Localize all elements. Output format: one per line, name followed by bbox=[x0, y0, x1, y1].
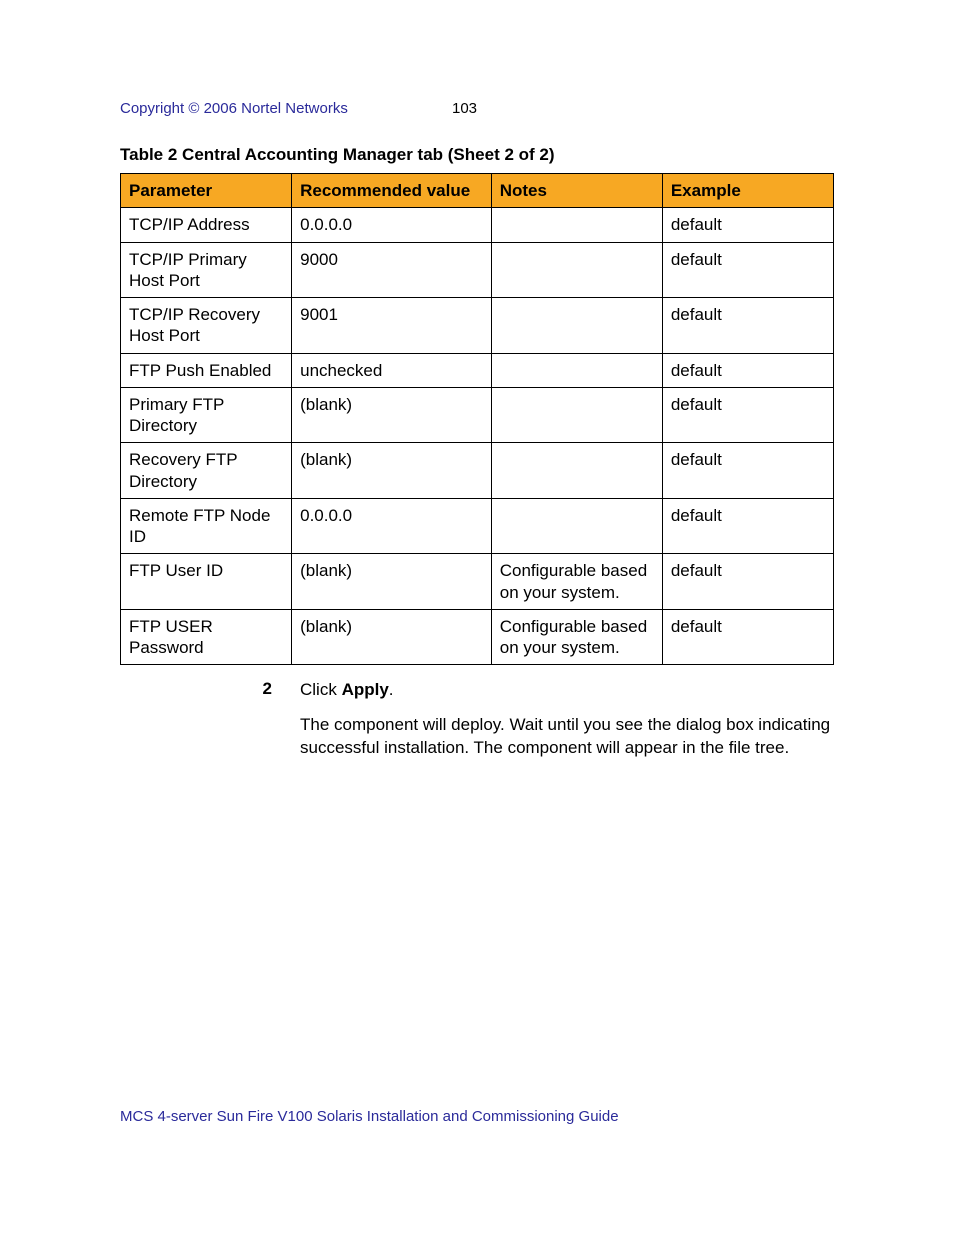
table-cell: default bbox=[662, 298, 833, 354]
table-cell: default bbox=[662, 609, 833, 665]
table-cell: TCP/IP Address bbox=[121, 208, 292, 242]
table-cell: (blank) bbox=[292, 554, 492, 610]
table-cell: Configurable based on your system. bbox=[491, 554, 662, 610]
step-line-1: Click Apply. bbox=[300, 679, 834, 702]
table-cell: (blank) bbox=[292, 443, 492, 499]
table-cell: 0.0.0.0 bbox=[292, 498, 492, 554]
table-cell: FTP Push Enabled bbox=[121, 353, 292, 387]
table-row: TCP/IP Recovery Host Port9001 default bbox=[121, 298, 834, 354]
table-cell: unchecked bbox=[292, 353, 492, 387]
table-cell: default bbox=[662, 387, 833, 443]
table-header-cell: Example bbox=[662, 174, 833, 208]
table-cell: Primary FTP Directory bbox=[121, 387, 292, 443]
apply-word: Apply bbox=[342, 680, 389, 699]
table-header-cell: Parameter bbox=[121, 174, 292, 208]
table-cell: default bbox=[662, 353, 833, 387]
table-cell: (blank) bbox=[292, 609, 492, 665]
table-cell bbox=[491, 387, 662, 443]
table-cell: TCP/IP Primary Host Port bbox=[121, 242, 292, 298]
table-row: FTP Push Enabledunchecked default bbox=[121, 353, 834, 387]
table-row: TCP/IP Primary Host Port9000 default bbox=[121, 242, 834, 298]
table-cell: (blank) bbox=[292, 387, 492, 443]
table-caption: Table 2 Central Accounting Manager tab (… bbox=[120, 145, 834, 165]
table-row: TCP/IP Address0.0.0.0 default bbox=[121, 208, 834, 242]
table-cell: 9001 bbox=[292, 298, 492, 354]
page-footer: MCS 4-server Sun Fire V100 Solaris Insta… bbox=[120, 1108, 619, 1125]
step-text: Click Apply. The component will deploy. … bbox=[300, 679, 834, 772]
table-cell: FTP USER Password bbox=[121, 609, 292, 665]
table-header-cell: Recommended value bbox=[292, 174, 492, 208]
page-header: Copyright © 2006 Nortel Networks 103 bbox=[120, 100, 834, 117]
table-cell bbox=[491, 242, 662, 298]
table-cell bbox=[491, 443, 662, 499]
step-number: 2 bbox=[120, 679, 300, 772]
table-cell bbox=[491, 298, 662, 354]
table-cell: 0.0.0.0 bbox=[292, 208, 492, 242]
table-cell: default bbox=[662, 443, 833, 499]
table-cell: default bbox=[662, 554, 833, 610]
table-header-row: ParameterRecommended valueNotesExample bbox=[121, 174, 834, 208]
table-cell: TCP/IP Recovery Host Port bbox=[121, 298, 292, 354]
step-line1-post: . bbox=[389, 680, 394, 699]
table-cell: default bbox=[662, 242, 833, 298]
table-cell: Configurable based on your system. bbox=[491, 609, 662, 665]
table-cell: FTP User ID bbox=[121, 554, 292, 610]
table-cell bbox=[491, 208, 662, 242]
table-cell: Remote FTP Node ID bbox=[121, 498, 292, 554]
table-row: Remote FTP Node ID0.0.0.0 default bbox=[121, 498, 834, 554]
copyright-text: Copyright © 2006 Nortel Networks bbox=[120, 100, 348, 117]
table-row: Primary FTP Directory(blank) default bbox=[121, 387, 834, 443]
page-number: 103 bbox=[452, 100, 477, 117]
table-header-cell: Notes bbox=[491, 174, 662, 208]
table-cell: default bbox=[662, 208, 833, 242]
step-line1-pre: Click bbox=[300, 680, 342, 699]
table-cell bbox=[491, 353, 662, 387]
table-cell: 9000 bbox=[292, 242, 492, 298]
step-para-2: The component will deploy. Wait until yo… bbox=[300, 714, 834, 760]
table-row: FTP User ID(blank)Configurable based on … bbox=[121, 554, 834, 610]
step-block: 2 Click Apply. The component will deploy… bbox=[120, 679, 834, 772]
table-row: FTP USER Password(blank)Configurable bas… bbox=[121, 609, 834, 665]
table-row: Recovery FTP Directory(blank) default bbox=[121, 443, 834, 499]
parameter-table: ParameterRecommended valueNotesExample T… bbox=[120, 173, 834, 665]
document-page: Copyright © 2006 Nortel Networks 103 Tab… bbox=[0, 0, 954, 1235]
table-cell bbox=[491, 498, 662, 554]
table-cell: default bbox=[662, 498, 833, 554]
table-cell: Recovery FTP Directory bbox=[121, 443, 292, 499]
